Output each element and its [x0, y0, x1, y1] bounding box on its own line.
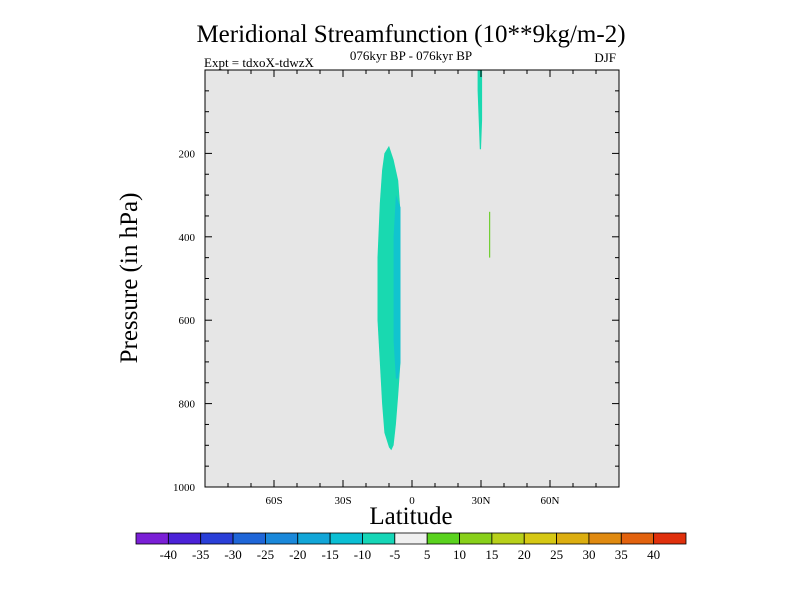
colorbar-swatch [523, 532, 557, 545]
period-label: 076kyr BP - 076kyr BP [350, 48, 472, 63]
colorbar-label: 25 [550, 547, 563, 562]
colorbar-label: -15 [321, 547, 338, 562]
season-label: DJF [594, 50, 616, 65]
colorbar-label: -10 [354, 547, 371, 562]
y-tick-label: 1000 [173, 482, 196, 494]
colorbar-label: -30 [224, 547, 241, 562]
colorbar-swatch [135, 532, 169, 545]
colorbar-swatch [588, 532, 622, 545]
plot-area [204, 69, 620, 488]
colorbar-label: -35 [192, 547, 209, 562]
colorbar-label: 15 [485, 547, 498, 562]
y-axis-label: Pressure (in hPa) [116, 193, 143, 364]
x-tick-label: 0 [409, 495, 415, 507]
colorbar-label: 5 [424, 547, 431, 562]
colorbar-label: 10 [453, 547, 466, 562]
colorbar-swatch [232, 532, 266, 545]
x-tick-label: 30S [334, 495, 351, 507]
colorbar-swatch [265, 532, 299, 545]
colorbar-label: 20 [518, 547, 531, 562]
colorbar-label: -25 [257, 547, 274, 562]
plot-background [205, 70, 619, 487]
y-tick-label: 800 [179, 399, 196, 411]
chart-title: Meridional Streamfunction (10**9kg/m-2) [196, 21, 625, 48]
colorbar-label: -5 [389, 547, 400, 562]
contour-upper-cell [477, 70, 483, 150]
y-tick-label: 600 [179, 315, 196, 327]
colorbar-swatch [620, 532, 655, 545]
x-tick-label: 60N [541, 495, 560, 507]
x-tick-label: 30N [472, 495, 491, 507]
colorbar-swatch [653, 532, 687, 545]
colorbar-swatch [362, 532, 396, 545]
colorbar-swatch [556, 532, 590, 545]
colorbar-swatch [491, 532, 525, 545]
colorbar-swatch [200, 532, 234, 545]
y-tick-label: 400 [179, 232, 196, 244]
x-tick-label: 60S [265, 495, 282, 507]
contour-southern-cell-core [393, 195, 401, 379]
colorbar-label: -40 [160, 547, 177, 562]
colorbar-swatch [459, 532, 493, 545]
colorbar-swatch [297, 532, 331, 545]
colorbar-swatch [426, 532, 460, 545]
x-axis: 60S 30S 0 30N 60N [204, 70, 620, 507]
colorbar: -40 -35 -30 -25 -20 -15 -10 -5 5 10 15 20 25 30 35 40 [135, 532, 687, 562]
x-axis-label: Latitude [369, 503, 452, 530]
y-axis: 200 400 600 800 1000 [173, 90, 619, 494]
experiment-label: Expt = tdxoX-tdwzX [204, 55, 314, 70]
colorbar-label: 35 [615, 547, 628, 562]
colorbar-swatch [394, 532, 428, 545]
contour-mid-streak [489, 211, 491, 258]
colorbar-label: 30 [582, 547, 595, 562]
y-tick-label: 200 [179, 148, 196, 160]
colorbar-label: -20 [289, 547, 306, 562]
colorbar-swatch [167, 532, 202, 545]
colorbar-label: 40 [647, 547, 660, 562]
colorbar-swatch [329, 532, 363, 545]
